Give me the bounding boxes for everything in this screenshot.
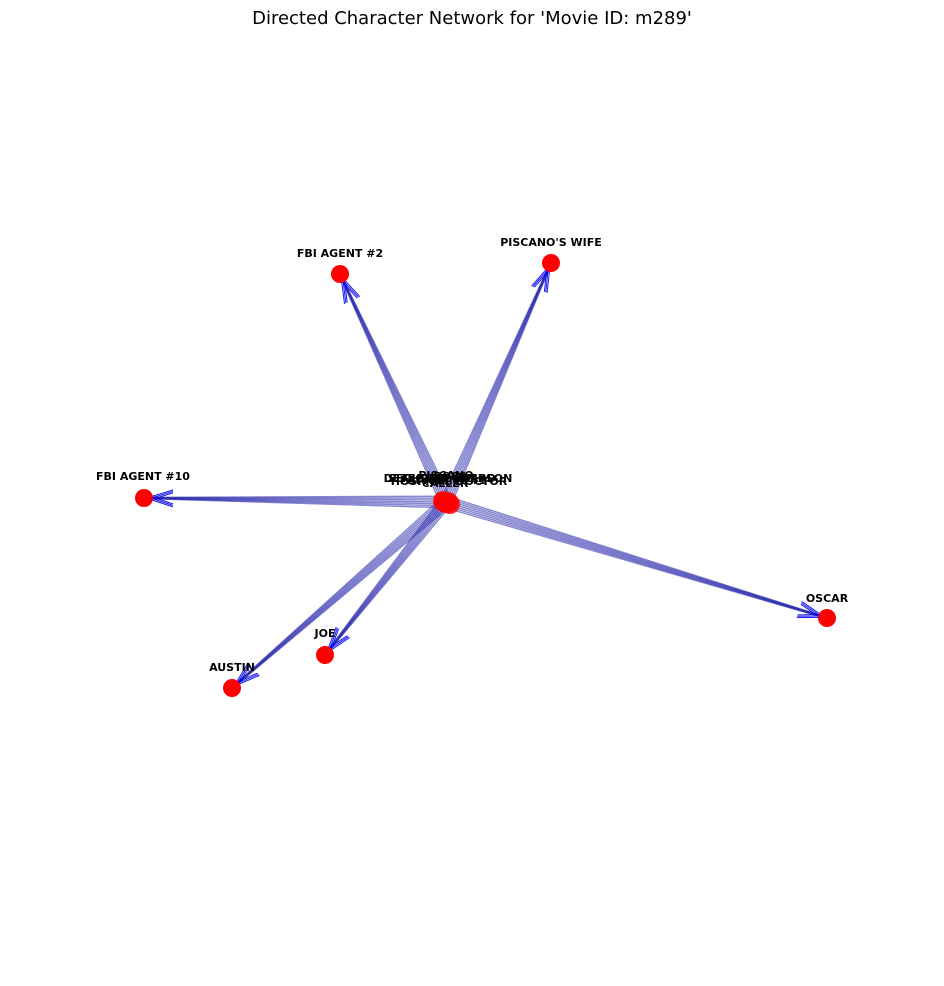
edge-joe [327, 498, 452, 652]
edge-line [237, 497, 443, 683]
node-piscanos-wife [542, 254, 560, 272]
node-joe [316, 646, 334, 664]
node-label-austin: AUSTIN [209, 661, 255, 674]
hub-label: HOSPITAL DOCTOR [391, 475, 508, 488]
node-label-fbi-agent-10: FBI AGENT #10 [96, 470, 190, 483]
node-fbi-agent-10 [135, 489, 153, 507]
hub-label: DETECTIVE SIMPSON [384, 472, 513, 485]
node-label-fbi-agent-2: FBI AGENT #2 [297, 247, 383, 260]
edge-line [343, 280, 452, 500]
edge-line [444, 506, 820, 618]
node-label-oscar: OSCAR [806, 592, 849, 605]
hub-label: CALLER [422, 477, 469, 490]
edge-line [328, 498, 443, 649]
node-fbi-agent-2 [331, 265, 349, 283]
hub-label: SECURITY GUARD [388, 472, 496, 485]
hub-label: BOSS [433, 470, 466, 483]
hub-node [433, 491, 453, 511]
edge-oscar [444, 495, 823, 619]
edge-fbi-agent-10 [149, 489, 447, 509]
nodes-layer [135, 254, 836, 697]
node-label-joe: JOE [314, 627, 336, 640]
hub-label: PISCANO [418, 469, 473, 482]
edge-fbi-agent-2 [340, 278, 452, 505]
edges-layer [149, 267, 823, 686]
hub-label: FBI AGENT #1 [400, 474, 486, 487]
edge-piscanos-wife [440, 267, 551, 505]
chart-title: Directed Character Network for 'Movie ID… [252, 8, 692, 29]
node-austin [223, 679, 241, 697]
edge-line [450, 270, 550, 505]
edge-austin [235, 497, 451, 686]
edge-line [152, 495, 447, 499]
node-oscar [818, 609, 836, 627]
node-label-piscanos-wife: PISCANO'S WIFE [500, 236, 602, 249]
